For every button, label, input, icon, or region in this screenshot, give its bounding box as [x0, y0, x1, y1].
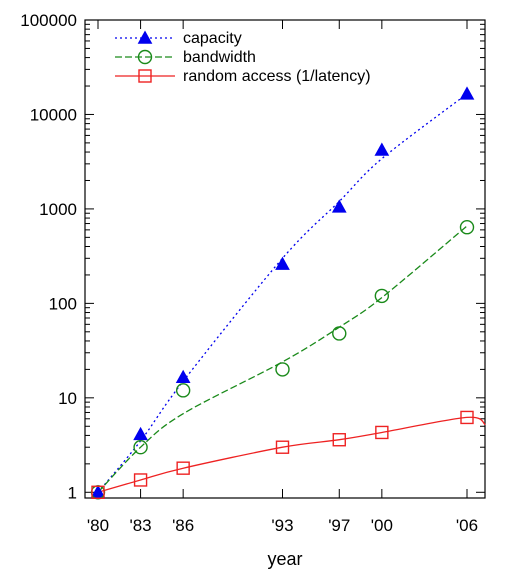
- data-point: [175, 369, 191, 383]
- legend-label: capacity: [183, 30, 242, 47]
- y-tick-label: 100: [49, 294, 77, 313]
- legend: capacity bandwidth random access (1/latenc…: [115, 30, 371, 85]
- series-line: [97, 93, 468, 493]
- data-point: [331, 199, 347, 213]
- data-point: [460, 410, 474, 425]
- legend-label: random access (1/latency): [183, 68, 371, 85]
- x-tick-label: '93: [271, 516, 293, 535]
- x-tick-label: '80: [87, 516, 109, 535]
- axis-ticks: [85, 19, 485, 498]
- y-tick-label: 1000: [39, 200, 77, 219]
- data-point: [332, 326, 347, 341]
- data-point: [275, 440, 290, 454]
- data-point: [275, 256, 290, 270]
- series-line: [97, 416, 486, 493]
- y-tick-label: 1: [68, 483, 77, 502]
- x-axis-label: year: [267, 549, 302, 569]
- legend-label: bandwidth: [183, 49, 256, 66]
- data-point: [176, 461, 190, 475]
- x-tick-label: '83: [129, 516, 151, 535]
- data-point: [91, 485, 105, 499]
- y-tick-label: 10: [58, 389, 77, 408]
- data-point: [459, 220, 475, 235]
- data-point: [175, 383, 191, 398]
- legend-marker: [138, 69, 152, 83]
- y-tick-label: 10000: [30, 105, 77, 124]
- data-point: [133, 473, 148, 487]
- data-point: [374, 142, 390, 156]
- series-curves: [97, 93, 486, 493]
- x-tick-label: '97: [328, 516, 350, 535]
- y-tick-labels: 1 10 100 1000 10000 100000: [20, 11, 77, 502]
- plot-frame: [84, 19, 486, 499]
- x-tick-label: '86: [172, 516, 194, 535]
- x-tick-label: '00: [371, 516, 393, 535]
- data-point: [90, 484, 106, 498]
- data-point: [375, 425, 389, 440]
- x-tick-labels: '80 '83 '86 '93 '97 '00 '06: [87, 516, 478, 535]
- data-point: [459, 86, 475, 100]
- data-point: [374, 288, 390, 304]
- x-tick-label: '06: [456, 516, 478, 535]
- legend-marker: [137, 49, 153, 65]
- legend-marker: [137, 30, 153, 44]
- data-point: [133, 426, 148, 441]
- data-point: [133, 440, 148, 455]
- data-point: [332, 433, 346, 447]
- data-point: [275, 362, 290, 377]
- series-markers: [90, 86, 475, 500]
- y-tick-label: 100000: [20, 11, 77, 30]
